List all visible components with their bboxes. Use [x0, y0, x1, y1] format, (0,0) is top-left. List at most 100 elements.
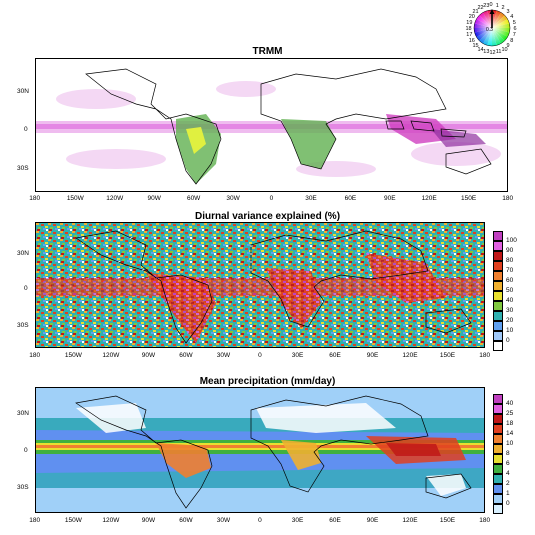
- lon-label: 150E: [439, 352, 456, 359]
- colorbar-swatch: [493, 484, 503, 494]
- wheel-hour-label: 5: [513, 20, 516, 26]
- lon-label: 150E: [439, 517, 456, 524]
- colorbar-tick-label: 30: [506, 307, 514, 314]
- lat-label-30s: 30S: [17, 165, 29, 172]
- wheel-hour-label: 8: [510, 38, 513, 44]
- colorbar-tick-label: 50: [506, 287, 514, 294]
- colorbar-tick-label: 90: [506, 247, 514, 254]
- colorbar-tick-label: 40: [506, 297, 514, 304]
- lon-label: 30E: [305, 195, 317, 202]
- lat-label-eq: 0: [24, 285, 28, 292]
- colorbar-tick-label: 100: [506, 237, 517, 244]
- lon-label: 60W: [179, 517, 193, 524]
- lon-label: 90W: [141, 352, 156, 359]
- wheel-hour-label: 16: [469, 38, 475, 44]
- lon-label: 30W: [226, 195, 240, 202]
- wheel-hour-label: 4: [510, 14, 513, 20]
- wheel-hour-label: 20: [469, 14, 475, 20]
- lon-label: 0: [258, 517, 262, 524]
- lon-label: 30E: [291, 352, 304, 359]
- lon-label: 120W: [106, 195, 124, 202]
- colorbar-tick-label: 8: [506, 450, 510, 457]
- lon-label: 150W: [64, 517, 82, 524]
- lon-label: 180: [502, 195, 514, 202]
- colorbar-tick-label: 6: [506, 460, 510, 467]
- lon-label: 180: [479, 517, 491, 524]
- lon-label: 90E: [366, 352, 379, 359]
- colorbar-tick-label: 80: [506, 257, 514, 264]
- wheel-hour-label: 17: [466, 32, 472, 38]
- map-trmm: [35, 58, 508, 192]
- wheel-hour-label: 6: [514, 26, 517, 32]
- colorbar-swatch: [493, 404, 503, 414]
- lon-label: 30W: [216, 352, 231, 359]
- lat-label-eq: 0: [24, 447, 28, 454]
- lon-label: 180: [479, 352, 491, 359]
- wheel-hour-label: 18: [466, 26, 472, 32]
- colorbar-swatch: [493, 444, 503, 454]
- lon-label: 60E: [329, 517, 341, 524]
- wheel-hour-label: 15: [473, 43, 479, 49]
- wheel-hour-label: 3: [507, 9, 510, 15]
- wheel-hour-label: 22: [478, 5, 484, 11]
- colorbar-swatch: [493, 301, 503, 311]
- lon-label: 120W: [102, 352, 120, 359]
- colorbar-swatch: [493, 394, 503, 404]
- lat-label-30s: 30S: [17, 484, 29, 491]
- lon-label: 90E: [366, 517, 379, 524]
- lat-label-eq: 0: [24, 126, 28, 133]
- colorbar-swatch: [493, 331, 503, 341]
- lon-label: 150E: [460, 195, 477, 202]
- colorbar-swatch: [493, 291, 503, 301]
- lat-label-30s: 30S: [17, 322, 29, 329]
- lon-label: 30E: [291, 517, 304, 524]
- lon-label: 90W: [147, 195, 161, 202]
- colorbar-tick-label: 0: [506, 500, 510, 507]
- lon-label: 60E: [329, 352, 341, 359]
- colorbar-swatch: [493, 504, 503, 514]
- diurnal-phase-color-wheel: 0.3 22 23 0 1 234567891011121314151617181920…: [466, 2, 517, 56]
- lon-label: 60E: [344, 195, 357, 202]
- colorbar-swatch: [493, 261, 503, 271]
- lon-label: 180: [29, 352, 41, 359]
- wheel-center-label: 0.3: [486, 27, 493, 33]
- lon-label: 120E: [421, 195, 437, 202]
- wheel-hour-label: 1: [496, 3, 499, 9]
- lon-label: 120W: [102, 517, 120, 524]
- colorbar-swatch: [493, 424, 503, 434]
- lon-label: 90E: [384, 195, 396, 202]
- colorbar-tick-label: 2: [506, 480, 510, 487]
- lat-label-30n: 30N: [17, 88, 29, 95]
- colorbar-tick-label: 10: [506, 327, 514, 334]
- lon-label: 180: [29, 517, 41, 524]
- wheel-hour-label: 2: [502, 5, 505, 11]
- colorbar-tick-label: 18: [506, 420, 514, 427]
- lon-label: 90W: [141, 517, 156, 524]
- map-mean-precipitation: [35, 387, 485, 513]
- colorbar-swatch: [493, 241, 503, 251]
- colorbar-swatch: [493, 321, 503, 331]
- lon-label: 120E: [402, 352, 418, 359]
- wheel-hour-label: 13: [483, 49, 489, 55]
- map-diurnal-variance: [35, 222, 485, 348]
- lon-label: 0: [269, 195, 274, 202]
- lat-label-30n: 30N: [17, 410, 29, 417]
- wheel-hour-label: 7: [513, 32, 516, 38]
- wheel-hour-label: 23: [483, 3, 489, 9]
- lon-label: 150W: [66, 195, 84, 202]
- colorbar-swatch: [493, 464, 503, 474]
- colorbar-swatch: [493, 281, 503, 291]
- lon-label: 0: [258, 352, 262, 359]
- colorbar-swatch: [493, 271, 503, 281]
- wheel-hour-label: 21: [473, 9, 479, 15]
- panel-title-precip: Mean precipitation (mm/day): [199, 376, 336, 387]
- lon-label: 180: [29, 195, 41, 202]
- colorbar-swatch: [493, 474, 503, 484]
- colorbar-tick-label: 25: [506, 410, 514, 417]
- colorbar-tick-label: 0: [506, 337, 510, 344]
- lon-label: 60W: [186, 195, 201, 202]
- colorbar-swatch: [493, 341, 503, 351]
- colorbar-tick-label: 40: [506, 400, 514, 407]
- lon-label: 120E: [402, 517, 418, 524]
